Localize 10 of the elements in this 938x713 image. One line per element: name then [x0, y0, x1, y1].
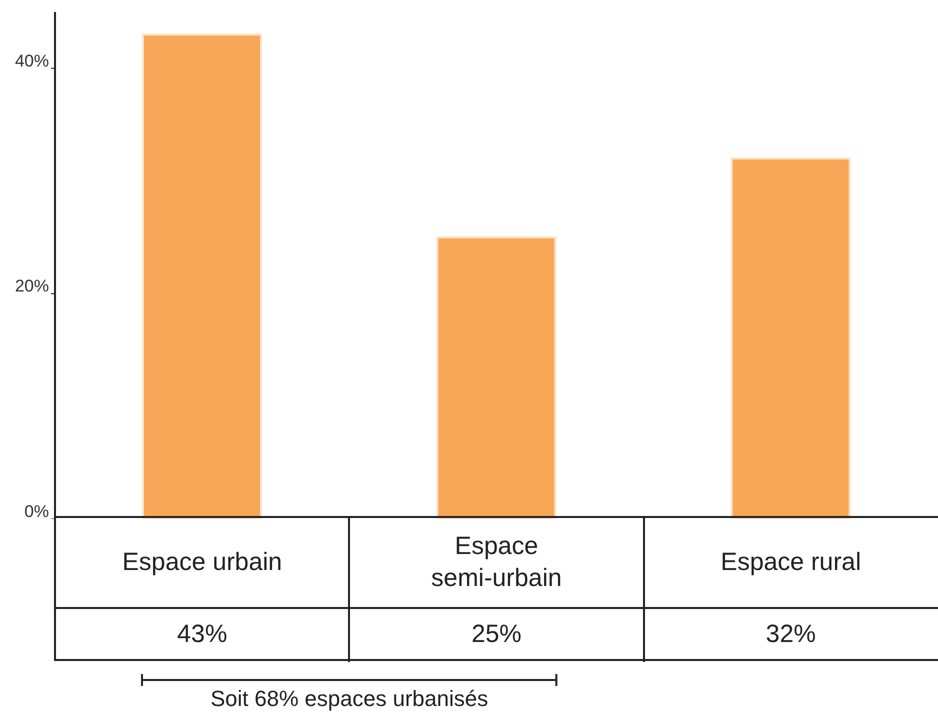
text: Soit 68% espaces urbanisés: [210, 686, 490, 712]
y-tick-label: 0%: [24, 502, 49, 522]
y-tick-label: 40%: [14, 51, 49, 70]
y-tick-label: 20%: [14, 276, 49, 296]
x-tick-label: Espace urbain: [122, 548, 282, 576]
x-tick-label: Espace semi-urbain: [431, 532, 562, 592]
data-label: 43%: [177, 620, 228, 649]
x-tick-label: Espace rural: [720, 548, 861, 576]
data-label: 25%: [471, 620, 522, 649]
data-label: 32%: [766, 620, 816, 649]
